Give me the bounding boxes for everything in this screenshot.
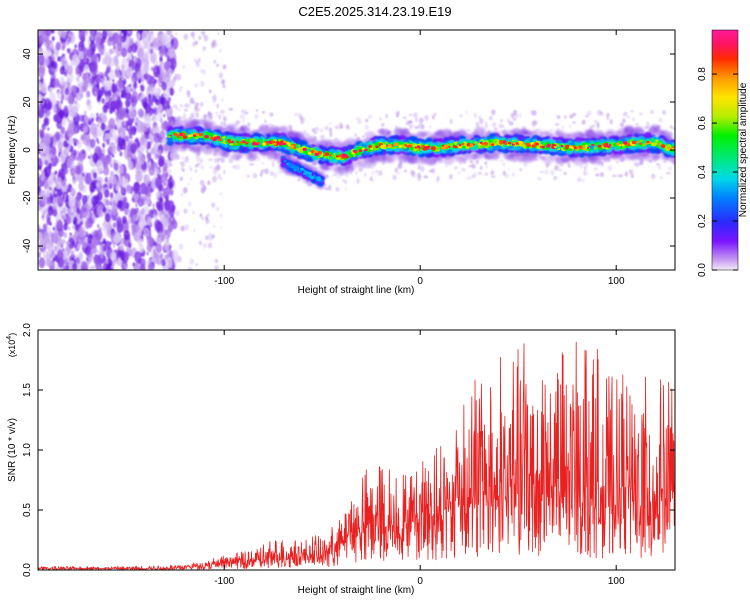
heatmap-x-tick-label: -100 — [214, 276, 234, 287]
colorbar-gradient — [712, 30, 738, 270]
colorbar-label: Normalized spectral amplitude — [738, 82, 749, 217]
snr-y-tick-label: 2.0 — [22, 323, 33, 337]
heatmap-y-tick-label: -40 — [22, 238, 33, 253]
snr-panel: -100 0 100 0.0 0.5 1.0 1.5 2.0 Height of strai… — [6, 323, 675, 596]
snr-x-tick-label: 100 — [608, 576, 625, 587]
heatmap-y-tick-label: 40 — [22, 48, 33, 60]
snr-y-tick-label: 1.5 — [22, 383, 33, 397]
heatmap-y-label: Frequency (Hz) — [7, 116, 18, 185]
snr-x-tick-label: 0 — [417, 576, 423, 587]
figure-title: C2E5.2025.314.23.19.E19 — [298, 4, 451, 19]
snr-x-label: Height of straight line (km) — [298, 585, 415, 596]
colorbar-tick-label: 0.6 — [697, 116, 708, 130]
heatmap-x-tick-label: 0 — [417, 276, 423, 287]
snr-x-tick-label: -100 — [214, 576, 234, 587]
snr-y-tick-label: 0.5 — [22, 503, 33, 517]
heatmap-x-label: Height of straight line (km) — [298, 285, 415, 296]
heatmap-y-tick-label: 20 — [22, 96, 33, 108]
colorbar-tick-label: 0.0 — [697, 263, 708, 277]
snr-line — [38, 342, 675, 570]
snr-exponent-close: ) — [7, 333, 17, 336]
snr-exponent: (x104) — [6, 333, 17, 357]
snr-exponent-base: (x10 — [7, 340, 17, 358]
heatmap-y-tick-label: -20 — [22, 190, 33, 205]
colorbar-tick-label: 0.2 — [697, 214, 708, 228]
snr-y-label: SNR (10 * v/v) — [7, 418, 18, 482]
heatmap-image — [35, 24, 679, 275]
heatmap-y-tick-label: 0 — [22, 147, 33, 153]
heatmap-x-tick-label: 100 — [608, 276, 625, 287]
colorbar-tick-label: 0.8 — [697, 67, 708, 81]
snr-y-tick-label: 1.0 — [22, 443, 33, 457]
colorbar-tick-label: 0.4 — [697, 165, 708, 179]
snr-y-tick-label: 0.0 — [22, 563, 33, 577]
colorbar: 0.0 0.2 0.4 0.6 0.8 Normalized spectral ampl… — [697, 30, 749, 277]
heatmap-panel: -100 0 100 -40 -20 0 20 40 Height of straight … — [7, 24, 679, 296]
